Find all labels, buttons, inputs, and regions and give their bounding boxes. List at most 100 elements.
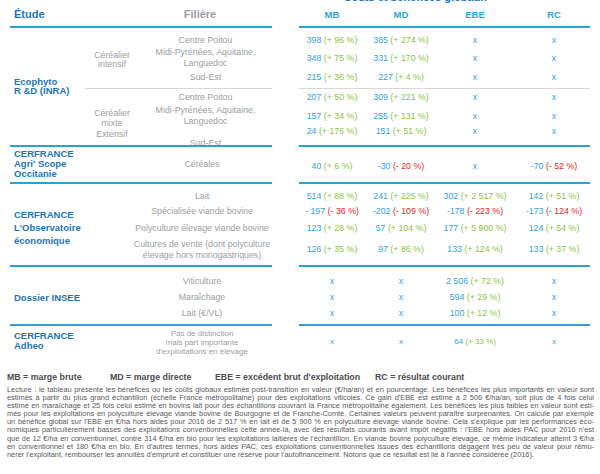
- filiere-label: Lait (€/VL): [112, 308, 292, 319]
- cell-x: x: [515, 111, 593, 122]
- filiere-label: Viticulture: [112, 276, 292, 287]
- cell-value: -30 (- 20 %): [365, 161, 437, 172]
- filiere-label: élevage hors monogastriques): [112, 250, 292, 261]
- study-name: économique: [14, 235, 104, 246]
- lecture-line: nérer l'exploitant, rembourser les annui…: [7, 451, 594, 459]
- report-page: Coûts et bénéfices globaux Étude Filière…: [0, 0, 600, 474]
- cell-value: 227 (+ 4 %): [365, 72, 437, 83]
- cell-value: 331 (+ 170 %): [365, 53, 437, 64]
- cell-value: -202 (- 109 %): [365, 206, 437, 217]
- filiere-label: Lait: [112, 191, 292, 202]
- subgroup-label: mixte: [85, 118, 139, 129]
- filiere-label: d'exploitations en élevage: [112, 346, 292, 357]
- subgroup-label: Céréalier: [85, 108, 139, 119]
- column-header-etude: Étude: [14, 9, 45, 20]
- divider-line: [299, 265, 590, 267]
- cell-value: 514 (+ 88 %): [299, 191, 365, 202]
- cell-x: x: [437, 72, 513, 83]
- cell-value: 177 (+ 5 900 %): [437, 223, 513, 234]
- cell-x: x: [365, 308, 437, 319]
- cell-value: 40 (+ 6 %): [299, 161, 365, 172]
- cell-value: 302 (+ 2 517 %): [437, 191, 513, 202]
- cell-x: x: [299, 336, 365, 347]
- cell-x: x: [515, 276, 593, 287]
- cell-value: 126 (+ 35 %): [299, 244, 365, 255]
- study-name: Dossier INSEE: [14, 292, 104, 303]
- column-header-mb: MB: [299, 9, 365, 20]
- cell-x: x: [437, 161, 513, 172]
- divider-line-gray: [299, 88, 590, 89]
- filiere-label: Sud-Est: [139, 72, 272, 83]
- legend-item: RC = résultat courant: [375, 371, 464, 383]
- cell-value: 255 (+ 131 %): [365, 111, 437, 122]
- cell-value: 57 (+ 104 %): [365, 223, 437, 234]
- cell-x: x: [299, 276, 365, 287]
- divider-line: [10, 265, 272, 267]
- divider-line: [299, 26, 590, 28]
- cell-x: x: [515, 72, 593, 83]
- filiere-label: Midi-Pyrénées, Aquitaine,: [139, 105, 272, 116]
- cell-value: 124 (+ 54 %): [515, 223, 593, 234]
- cell-x: x: [515, 53, 593, 64]
- cell-value: 24 (+ 176 %): [299, 126, 365, 137]
- cell-value: 133 (+ 124 %): [437, 244, 513, 255]
- cell-value: -178 (- 223 %): [437, 206, 513, 217]
- study-name: R &D (INRA): [14, 85, 104, 96]
- cell-x: x: [299, 292, 365, 303]
- cell-value: 348 (+ 75 %): [299, 53, 365, 64]
- filiere-label: Midi-Pyrénées, Aquitaine,: [139, 47, 272, 58]
- divider-line-gray: [85, 88, 272, 89]
- study-name: Occitanie: [14, 168, 104, 179]
- cell-value: 64 (+ 33 %): [437, 336, 513, 347]
- cell-value: -70 (- 52 %): [515, 161, 593, 172]
- divider-line: [299, 182, 590, 184]
- column-header-ebe: EBE: [437, 9, 513, 20]
- study-name: Adheo: [14, 340, 104, 351]
- cell-value: 97 (+ 86 %): [365, 244, 437, 255]
- cell-value: 398 (+ 96 %): [299, 35, 365, 46]
- divider-line: [10, 145, 272, 147]
- cell-x: x: [437, 126, 513, 137]
- divider-line: [299, 324, 590, 326]
- filiere-label: Centre Poitou: [139, 35, 272, 46]
- study-name: CERFRANCE: [14, 209, 104, 220]
- cell-value: 594 (+ 29 %): [437, 292, 513, 303]
- clip-cover: [139, 147, 272, 154]
- cell-x: x: [515, 126, 593, 137]
- cell-value: 241 (+ 225 %): [365, 191, 437, 202]
- filiere-label: Spécialisée viande bovine: [112, 206, 292, 217]
- cell-x: x: [437, 92, 513, 103]
- filiere-label: Céréales: [112, 159, 292, 170]
- filiere-label: Languedoc: [139, 116, 272, 127]
- column-header-filiere: Filière: [110, 9, 290, 20]
- cell-x: x: [299, 308, 365, 319]
- study-name: L'Observatoire: [14, 222, 104, 233]
- cell-value: -173 (- 124 %): [515, 206, 593, 217]
- cell-x: x: [437, 35, 513, 46]
- divider-line: [10, 324, 272, 326]
- cell-value: 385 (+ 274 %): [365, 35, 437, 46]
- cell-value: 142 (+ 51 %): [515, 191, 593, 202]
- cell-value: 309 (+ 221 %): [365, 92, 437, 103]
- cell-value: 100 (+ 12 %): [437, 308, 513, 319]
- cell-value: 157 (+ 34 %): [299, 111, 365, 122]
- divider-line: [299, 145, 590, 147]
- cell-x: x: [515, 308, 593, 319]
- cell-value: 123 (+ 28 %): [299, 223, 365, 234]
- filiere-label: Languedoc: [139, 58, 272, 69]
- cell-value: 207 (+ 50 %): [299, 92, 365, 103]
- table-title-clipped: Coûts et bénéfices globaux: [315, 0, 515, 3]
- subgroup-label: intensif: [85, 59, 139, 70]
- filiere-label: Maraîchage: [112, 292, 292, 303]
- filiere-label: Polyculture élevage viande bovine: [112, 223, 292, 234]
- filiere-label: Cultures de vente (dont polyculture: [112, 239, 292, 250]
- cell-x: x: [365, 292, 437, 303]
- divider-line: [10, 26, 272, 28]
- cell-x: x: [515, 292, 593, 303]
- cell-value: 2 506 (+ 72 %): [437, 276, 513, 287]
- cell-value: 215 (+ 36 %): [299, 72, 365, 83]
- lecture-note: Lecture : le tableau présente les bénéfi…: [7, 386, 594, 459]
- cell-x: x: [437, 111, 513, 122]
- column-header-rc: RC: [515, 9, 593, 20]
- cell-value: 133 (+ 37 %): [515, 244, 593, 255]
